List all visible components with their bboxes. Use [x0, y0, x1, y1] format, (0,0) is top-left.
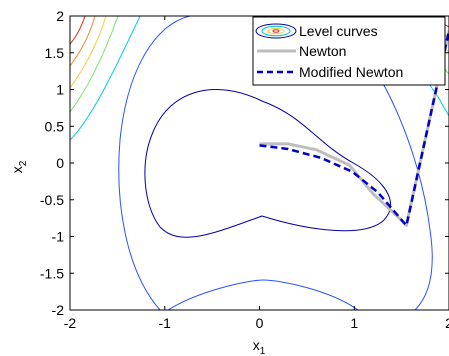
y-tick-label: 0	[56, 155, 64, 171]
level-curve-orange	[70, 16, 96, 67]
level-curve-cyan	[70, 16, 141, 141]
legend-label-level-curves: Level curves	[299, 23, 378, 39]
legend-label-newton: Newton	[299, 43, 346, 59]
y-tick-label: -2	[52, 302, 65, 318]
y-tick-label: -0.5	[40, 192, 64, 208]
level-curve-red	[70, 16, 86, 45]
x-tick-label: 0	[256, 315, 264, 331]
x-tick-label: 2	[445, 315, 449, 331]
legend-icon-level-curves	[255, 23, 297, 39]
y-tick-label: -1.5	[40, 265, 64, 281]
x-tick-label: -2	[64, 315, 77, 331]
legend-label-modified-newton: Modified Newton	[299, 64, 403, 80]
x-tick-label: -1	[159, 315, 172, 331]
y-tick-label: 1.5	[45, 45, 65, 61]
y-tick-label: -1	[52, 229, 65, 245]
level-curve-inner	[144, 89, 392, 238]
y-axis-title: x2	[9, 160, 29, 173]
y-tick-label: 1	[56, 82, 64, 98]
series-line-modified-newton	[259, 30, 449, 227]
legend: Level curves Newton Modified Newton	[252, 16, 446, 86]
level-curve-blue-bottom	[167, 279, 359, 310]
level-curve-yellow	[70, 16, 107, 89]
level-curve-green	[70, 16, 119, 113]
series-layer	[259, 30, 449, 227]
ticks-layer: -2 -1 0 1 2 -2 -1.5 -1 -0.5 0 0.5 1 1.5 2	[40, 8, 449, 331]
x-tick-label: 1	[350, 315, 358, 331]
y-tick-label: 2	[56, 8, 64, 24]
level-curve-blue	[118, 16, 191, 310]
y-tick-label: 0.5	[45, 118, 65, 134]
x-axis-title: x1	[253, 337, 266, 356]
